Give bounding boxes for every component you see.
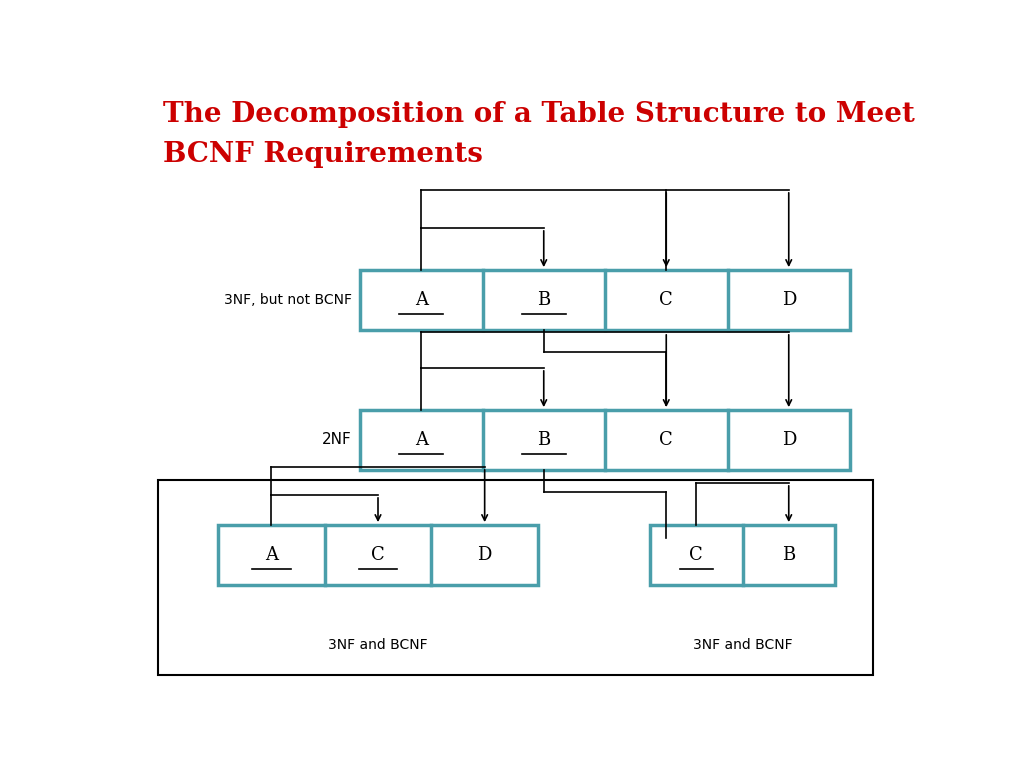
Text: D: D bbox=[477, 546, 492, 564]
Text: C: C bbox=[689, 546, 703, 564]
Bar bbox=[360, 270, 850, 330]
Text: B: B bbox=[538, 291, 550, 309]
Bar bbox=[650, 525, 835, 585]
Text: C: C bbox=[371, 546, 385, 564]
Text: BCNF Requirements: BCNF Requirements bbox=[163, 141, 483, 168]
Text: 3NF and BCNF: 3NF and BCNF bbox=[692, 638, 793, 652]
Text: 3NF, but not BCNF: 3NF, but not BCNF bbox=[224, 293, 352, 307]
Bar bbox=[218, 525, 538, 585]
Bar bbox=[360, 410, 850, 470]
Text: D: D bbox=[781, 291, 796, 309]
Text: A: A bbox=[415, 291, 428, 309]
Text: C: C bbox=[659, 431, 673, 449]
Text: The Decomposition of a Table Structure to Meet: The Decomposition of a Table Structure t… bbox=[163, 101, 914, 128]
Text: D: D bbox=[781, 431, 796, 449]
Text: B: B bbox=[538, 431, 550, 449]
Text: B: B bbox=[782, 546, 796, 564]
Text: C: C bbox=[659, 291, 673, 309]
Text: 2NF: 2NF bbox=[323, 432, 352, 448]
Text: A: A bbox=[265, 546, 278, 564]
Bar bbox=[158, 480, 873, 675]
Text: 3NF and BCNF: 3NF and BCNF bbox=[328, 638, 428, 652]
Text: A: A bbox=[415, 431, 428, 449]
